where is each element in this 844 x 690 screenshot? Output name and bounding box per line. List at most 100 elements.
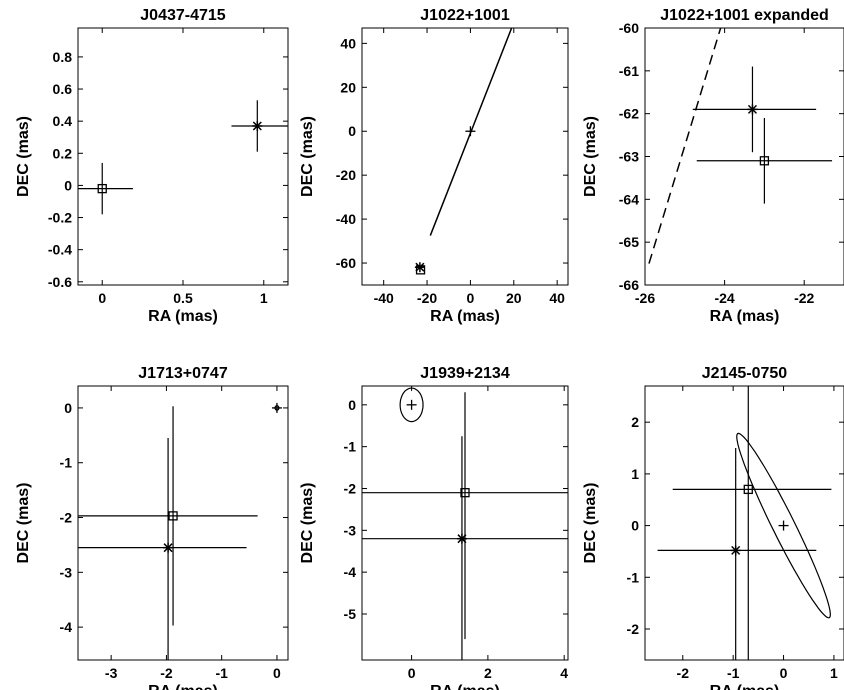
panel-3: J1022+1001 expanded -26 -24 -22 -66 -65 -64 -63…	[582, 7, 844, 325]
panel-4-ylabel: DEC (mas)	[15, 483, 32, 564]
panel-2-xtick-label: -40	[374, 290, 394, 306]
panel-5-ytick-label: -2	[344, 480, 357, 496]
panel-5-square-marker	[460, 488, 470, 498]
panel-2-ytick-label: -60	[336, 255, 356, 271]
panel-1-square-marker	[97, 183, 107, 194]
panel-2-xlabel: RA (mas)	[430, 308, 500, 325]
panel-6-ytick-label: 1	[631, 466, 639, 482]
panel-3-ytick-label: -60	[619, 20, 639, 36]
panel-4-xtick-label: -3	[105, 665, 118, 681]
panel-2-ytick-label: -20	[336, 167, 356, 183]
panel-4-axes-box	[77, 385, 289, 661]
panel-1-ytick-label: -0.2	[48, 210, 72, 226]
panel-3-xlabel: RA (mas)	[710, 308, 780, 325]
panel-2-ytick-label: 20	[340, 79, 356, 95]
panel-5-xtick-label: 0	[408, 665, 416, 681]
panel-2-xtick-label: 0	[467, 290, 475, 306]
panel-6-xtick-label: -2	[677, 665, 690, 681]
panel-5-title: J1939+2134	[420, 365, 510, 382]
panel-6-ytick-label: 2	[631, 414, 639, 430]
panel-1-ytick-label: -0.4	[48, 242, 72, 258]
panel-1: J0437-4715 0 0.5 1 -0.6 -0.4 -0.2 0 0.2 0.4 0.6 0.8…	[15, 7, 289, 325]
panel-4-title: J1713+0747	[138, 365, 228, 382]
panel-2-square-marker	[415, 265, 426, 275]
panel-4-plus-marker	[271, 402, 282, 413]
panel-2-plot-area	[414, 28, 513, 275]
panel-5-ytick-label: -4	[344, 564, 357, 580]
panel-3-ytick-label: -64	[619, 191, 639, 207]
panel-1-ytick-label: 0.8	[53, 49, 73, 65]
panel-1-ytick-label: 0.4	[53, 113, 73, 129]
panel-4-ytick-label: -4	[60, 619, 73, 635]
panel-1-star-marker	[252, 120, 263, 131]
panel-1-ylabel: DEC (mas)	[15, 116, 32, 197]
panel-5-error-ellipse	[399, 387, 424, 423]
panel-4-star-marker	[163, 542, 174, 553]
panel-5: J1939+2134 0 2 4 -5 -4 -3 -2 -1 0 RA (mas) DEC (mas…	[299, 365, 569, 690]
panel-2-plus-marker	[465, 126, 476, 137]
panel-6-error-ellipse	[736, 432, 831, 619]
panel-3-trend-line	[648, 28, 722, 264]
panel-5-ylabel: DEC (mas)	[299, 483, 316, 564]
panel-5-ytick-label: -3	[344, 522, 357, 538]
panel-2-ytick-label: 0	[348, 123, 356, 139]
panel-6-xtick-label: -1	[727, 665, 740, 681]
panel-3-square-marker	[759, 156, 770, 166]
panel-6: J2145-0750 -2 -1 0 1 -2 -1 0 1 2 RA (mas) DEC (mas)	[582, 365, 844, 690]
panel-4-xlabel: RA (mas)	[148, 683, 218, 690]
panel-5-xlabel: RA (mas)	[430, 683, 500, 690]
panel-6-title: J2145-0750	[702, 365, 788, 382]
panel-6-square-marker	[743, 484, 753, 495]
panel-3-ytick-label: -66	[619, 277, 639, 293]
panel-5-plot-area	[362, 387, 568, 660]
panel-3-ytick-label: -62	[619, 106, 639, 122]
panel-2: J1022+1001 -40 -20 0 20 40 -60 -40 -20 0 20 40 RA (m…	[299, 7, 569, 325]
panel-1-title: J0437-4715	[140, 7, 226, 24]
panel-5-star-marker	[456, 533, 467, 544]
panel-3-xtick-label: -24	[714, 290, 734, 306]
panel-3-title: J1022+1001 expanded	[660, 7, 829, 24]
panel-4-plot-area	[78, 402, 282, 660]
panel-5-xtick-label: 4	[560, 665, 568, 681]
panel-3-axes-box	[644, 27, 844, 286]
panel-1-xtick-label: 0	[98, 290, 106, 306]
panel-2-ytick-label: -40	[336, 211, 356, 227]
panel-6-xlabel: RA (mas)	[710, 683, 780, 690]
panel-6-plot-area	[657, 386, 832, 660]
panel-5-plus-marker	[406, 399, 417, 410]
panel-5-axes-box	[361, 385, 569, 661]
panel-1-xtick-label: 1	[260, 290, 268, 306]
panel-2-ylabel: DEC (mas)	[299, 116, 316, 197]
panel-3-ylabel: DEC (mas)	[582, 116, 599, 197]
panel-5-ytick-label: -5	[344, 606, 357, 622]
panel-4-ytick-label: 0	[64, 400, 72, 416]
panel-2-xtick-label: 20	[506, 290, 522, 306]
panel-3-xtick-label: -26	[635, 290, 655, 306]
panel-6-xtick-label: 1	[830, 665, 838, 681]
panel-4-ytick-label: -3	[60, 564, 73, 580]
panel-2-title: J1022+1001	[420, 7, 510, 24]
panel-5-xtick-label: 2	[484, 665, 492, 681]
panel-6-star-marker	[730, 545, 741, 556]
panel-4-xtick-label: -2	[160, 665, 173, 681]
panel-1-ytick-label: 0.6	[53, 81, 73, 97]
panel-2-xtick-label: -20	[417, 290, 437, 306]
panel-4-xtick-label: 0	[273, 665, 281, 681]
panel-5-ytick-label: -1	[344, 439, 357, 455]
panel-1-ytick-label: -0.6	[48, 274, 72, 290]
panel-6-axes-box	[644, 385, 844, 661]
panel-6-plus-marker	[778, 520, 789, 531]
panel-3-ytick-label: -65	[619, 234, 639, 250]
panel-6-ytick-label: 0	[631, 518, 639, 534]
panel-4: J1713+0747 -3 -2 -1 0 -4 -3 -2 -1 0 RA (mas) DEC (m…	[15, 365, 289, 690]
panel-6-xtick-label: 0	[780, 665, 788, 681]
panel-4-square-marker	[168, 511, 178, 521]
panel-5-ytick-label: 0	[348, 397, 356, 413]
panel-2-axes-box	[361, 27, 569, 286]
panel-2-ytick-label: 40	[340, 35, 356, 51]
panel-6-ytick-label: -1	[627, 569, 640, 585]
panel-6-ylabel: DEC (mas)	[582, 483, 599, 564]
panel-3-ytick-label: -63	[619, 149, 639, 165]
panel-4-xtick-label: -1	[215, 665, 228, 681]
